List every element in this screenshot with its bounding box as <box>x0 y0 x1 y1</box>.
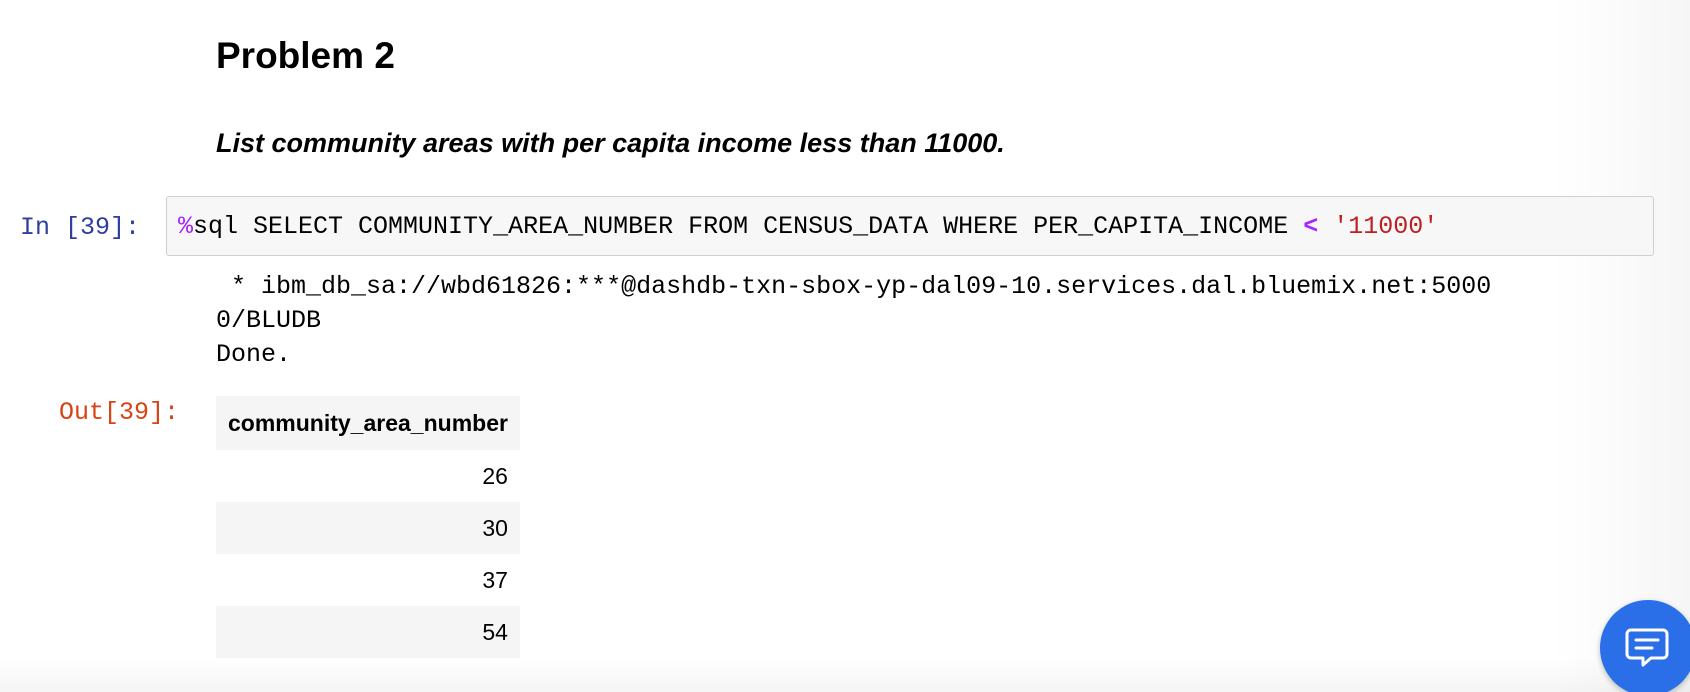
output-prompt: Out[39]: <box>59 398 180 427</box>
table-cell: 30 <box>216 502 520 554</box>
code-string-literal: '11000' <box>1333 212 1439 241</box>
markdown-heading: Problem 2 <box>216 35 395 76</box>
code-magic-token: % <box>178 212 194 241</box>
table-row: 30 <box>216 502 520 554</box>
column-header: community_area_number <box>216 396 520 450</box>
stdout-line: 0/BLUDB <box>216 306 322 335</box>
code-cell-editor[interactable]: %sql SELECT COMMUNITY_AREA_NUMBER FROM C… <box>166 196 1654 256</box>
code-statement: sql SELECT COMMUNITY_AREA_NUMBER FROM CE… <box>193 212 1304 241</box>
cell-stdout: * ibm_db_sa://wbd61826:***@dashdb-txn-sb… <box>216 270 1491 372</box>
input-prompt: In [39]: <box>20 213 141 242</box>
table-cell: 37 <box>216 554 520 606</box>
bottom-edge-shadow <box>0 658 1690 692</box>
stdout-line: Done. <box>216 340 292 369</box>
result-table: community_area_number 26 30 37 54 <box>216 396 520 658</box>
code-line[interactable]: %sql SELECT COMMUNITY_AREA_NUMBER FROM C… <box>178 210 1438 244</box>
markdown-problem-text: List community areas with per capita inc… <box>216 128 1005 158</box>
table-row: 54 <box>216 606 520 658</box>
right-edge-shadow <box>1550 0 1690 692</box>
table-header-row: community_area_number <box>216 396 520 450</box>
chat-bubble-icon <box>1625 628 1669 667</box>
code-operator-token: < <box>1303 212 1319 241</box>
table-cell: 26 <box>216 450 520 502</box>
table-cell: 54 <box>216 606 520 658</box>
table-row: 26 <box>216 450 520 502</box>
chat-support-button[interactable] <box>1600 600 1690 692</box>
stdout-line: * ibm_db_sa://wbd61826:***@dashdb-txn-sb… <box>216 272 1492 301</box>
table-row: 37 <box>216 554 520 606</box>
